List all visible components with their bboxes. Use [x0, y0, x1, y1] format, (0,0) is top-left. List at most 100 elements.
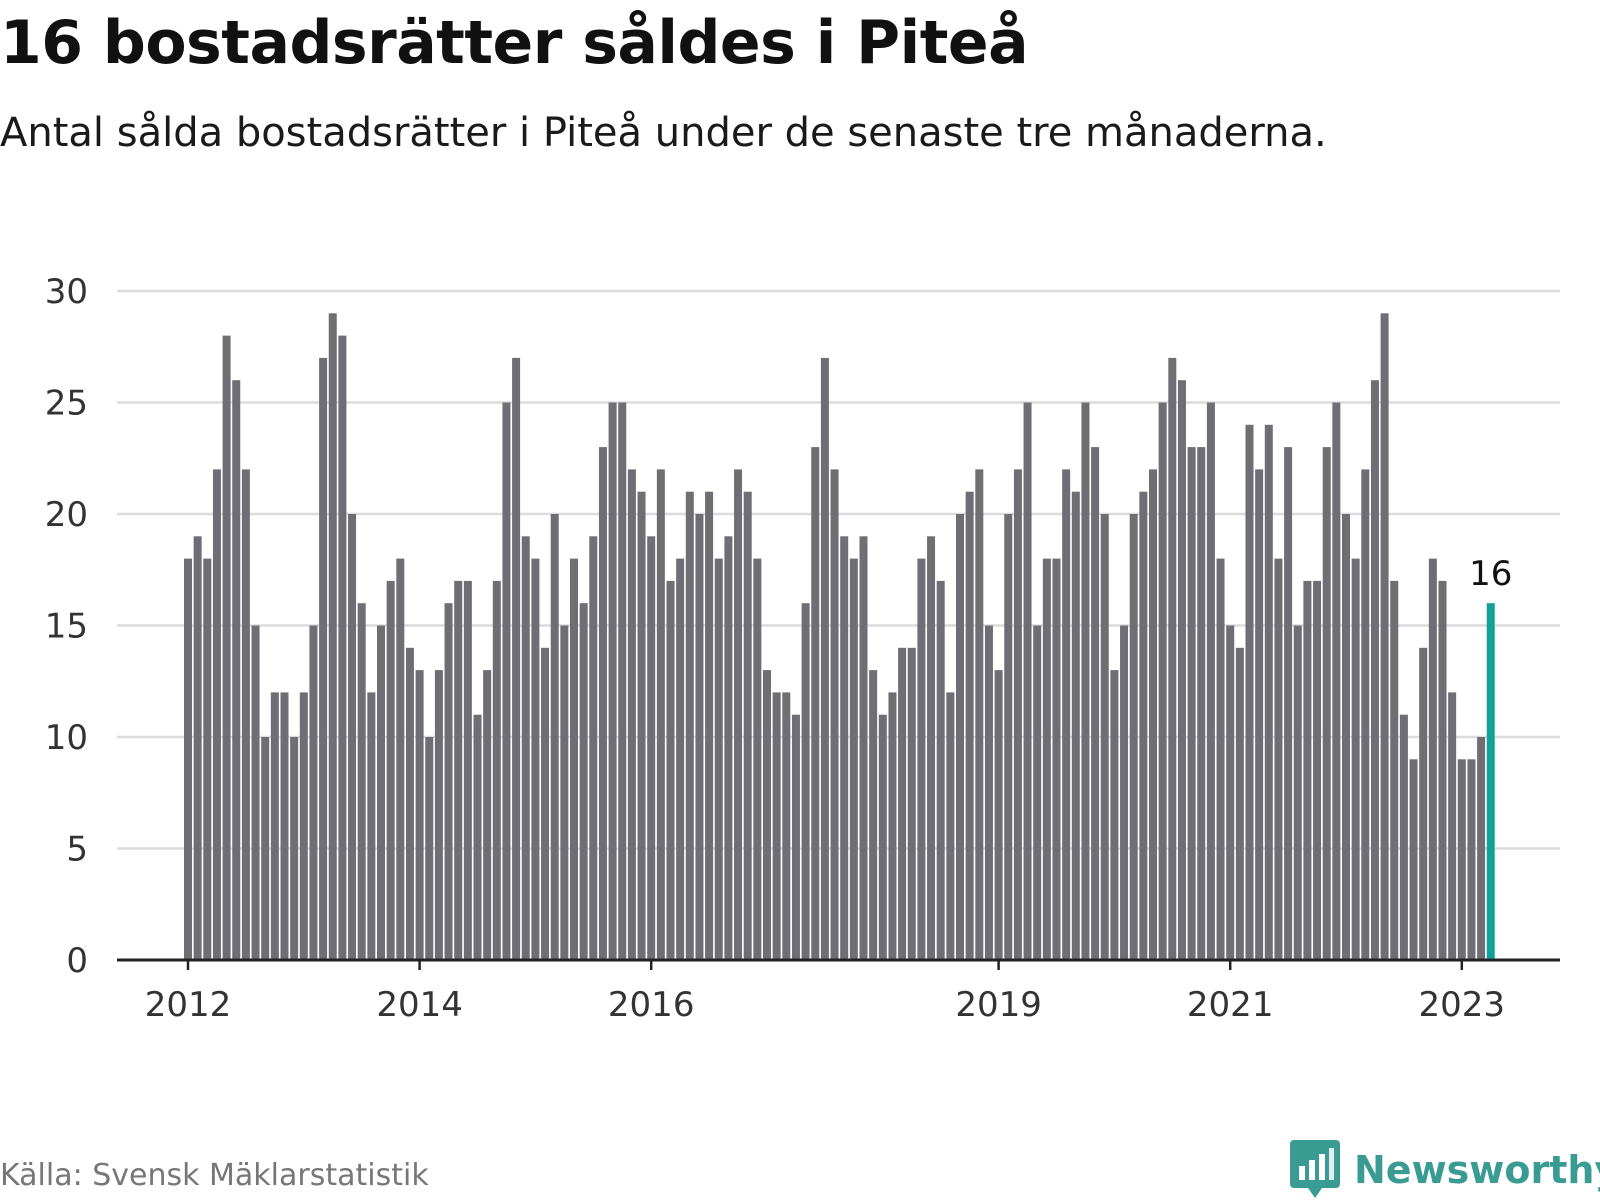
bar: [898, 647, 907, 960]
bar: [849, 558, 858, 960]
bar: [782, 692, 791, 960]
bar: [1448, 692, 1457, 960]
bar: [1351, 558, 1360, 960]
bar: [994, 670, 1003, 960]
bar: [184, 558, 192, 960]
bar: [1419, 647, 1428, 960]
bar: [1071, 491, 1080, 960]
bar: [1380, 313, 1389, 960]
bar: [541, 647, 550, 960]
x-tick-label: 2019: [955, 985, 1042, 1025]
bar: [840, 536, 849, 960]
bar: [1100, 514, 1109, 960]
bar: [676, 558, 685, 960]
bar: [502, 402, 511, 960]
bar: [965, 491, 974, 960]
bar: [618, 402, 627, 960]
bar: [1158, 402, 1167, 960]
bar: [1149, 469, 1157, 960]
bar: [627, 469, 636, 960]
bar: [714, 558, 723, 960]
bar: [1342, 514, 1350, 960]
y-axis-ticks: 0 5 10 15 20 25 30: [45, 272, 88, 981]
bar: [1062, 469, 1071, 960]
annotations: 16: [1469, 554, 1512, 594]
bar: [1216, 558, 1225, 960]
bar: [927, 536, 936, 960]
bar: [1274, 558, 1283, 960]
bar: [637, 491, 646, 960]
bar: [1110, 670, 1119, 960]
bar: [1042, 558, 1051, 960]
bar: [357, 603, 366, 960]
chart-subtitle: Antal sålda bostadsrätter i Piteå under …: [0, 110, 1327, 156]
bar: [377, 625, 385, 960]
bar: [405, 647, 414, 960]
bar: [1081, 402, 1090, 960]
bar: [560, 625, 569, 960]
bar: [425, 737, 434, 960]
bar: [512, 357, 521, 960]
bar: [1264, 424, 1273, 960]
bar: [212, 469, 221, 960]
bar: [290, 737, 299, 960]
bar: [956, 514, 964, 960]
bar: [1197, 447, 1206, 961]
bar: [579, 603, 588, 960]
x-tick-label: 2012: [145, 985, 232, 1025]
bar: [1303, 580, 1312, 960]
bar: [1023, 402, 1032, 960]
brand-logo[interactable]: Newsworthy: [1290, 1140, 1600, 1200]
bar: [801, 603, 810, 960]
bar: [1370, 380, 1379, 960]
bar: [454, 580, 463, 960]
bar: [386, 580, 395, 960]
bar: [492, 580, 501, 960]
bar: [299, 692, 308, 960]
bar: [946, 692, 955, 960]
x-tick-label: 2014: [376, 985, 463, 1025]
bar: [1177, 380, 1186, 960]
y-tick-label: 20: [45, 495, 88, 535]
bar: [328, 313, 337, 960]
bar: [270, 692, 279, 960]
bar: [1129, 514, 1138, 960]
bar: [367, 692, 376, 960]
bar: [1477, 737, 1486, 960]
y-tick-label: 5: [66, 830, 88, 870]
bar: [1428, 558, 1437, 960]
y-tick-label: 15: [45, 607, 88, 647]
bar: [878, 714, 887, 960]
bar: [1245, 424, 1254, 960]
bars: [184, 313, 1495, 961]
bar: [830, 469, 839, 960]
x-tick-label: 2016: [608, 985, 695, 1025]
bar: [1293, 625, 1302, 960]
bar: [338, 335, 347, 961]
bar: [531, 558, 540, 960]
bar: [695, 514, 704, 960]
source-note: Källa: Svensk Mäklarstatistik: [0, 1158, 429, 1193]
bar-chart-speech-bubble-icon: [1290, 1140, 1340, 1198]
bar-chart: 0 5 10 15 20 25 30 2012 2014 2016 2019 2021 2023 16: [45, 272, 1560, 1025]
bar: [743, 491, 752, 960]
brand-name: Newsworthy: [1354, 1148, 1600, 1192]
bar: [550, 514, 559, 960]
bar: [975, 469, 984, 960]
bar: [791, 714, 800, 960]
bar: [1235, 647, 1244, 960]
bar: [608, 402, 617, 960]
chart-title: 16 bostadsrätter såldes i Piteå: [0, 8, 1029, 78]
bar: [1457, 759, 1466, 960]
bar: [666, 580, 675, 960]
bar: [1120, 625, 1129, 960]
bar: [772, 692, 781, 960]
bar: [1206, 402, 1215, 960]
bar: [820, 357, 829, 960]
bar: [193, 536, 202, 960]
bar: [811, 447, 820, 961]
bar: [1052, 558, 1061, 960]
bar: [280, 692, 289, 960]
bar: [1438, 580, 1447, 960]
bar: [936, 580, 945, 960]
